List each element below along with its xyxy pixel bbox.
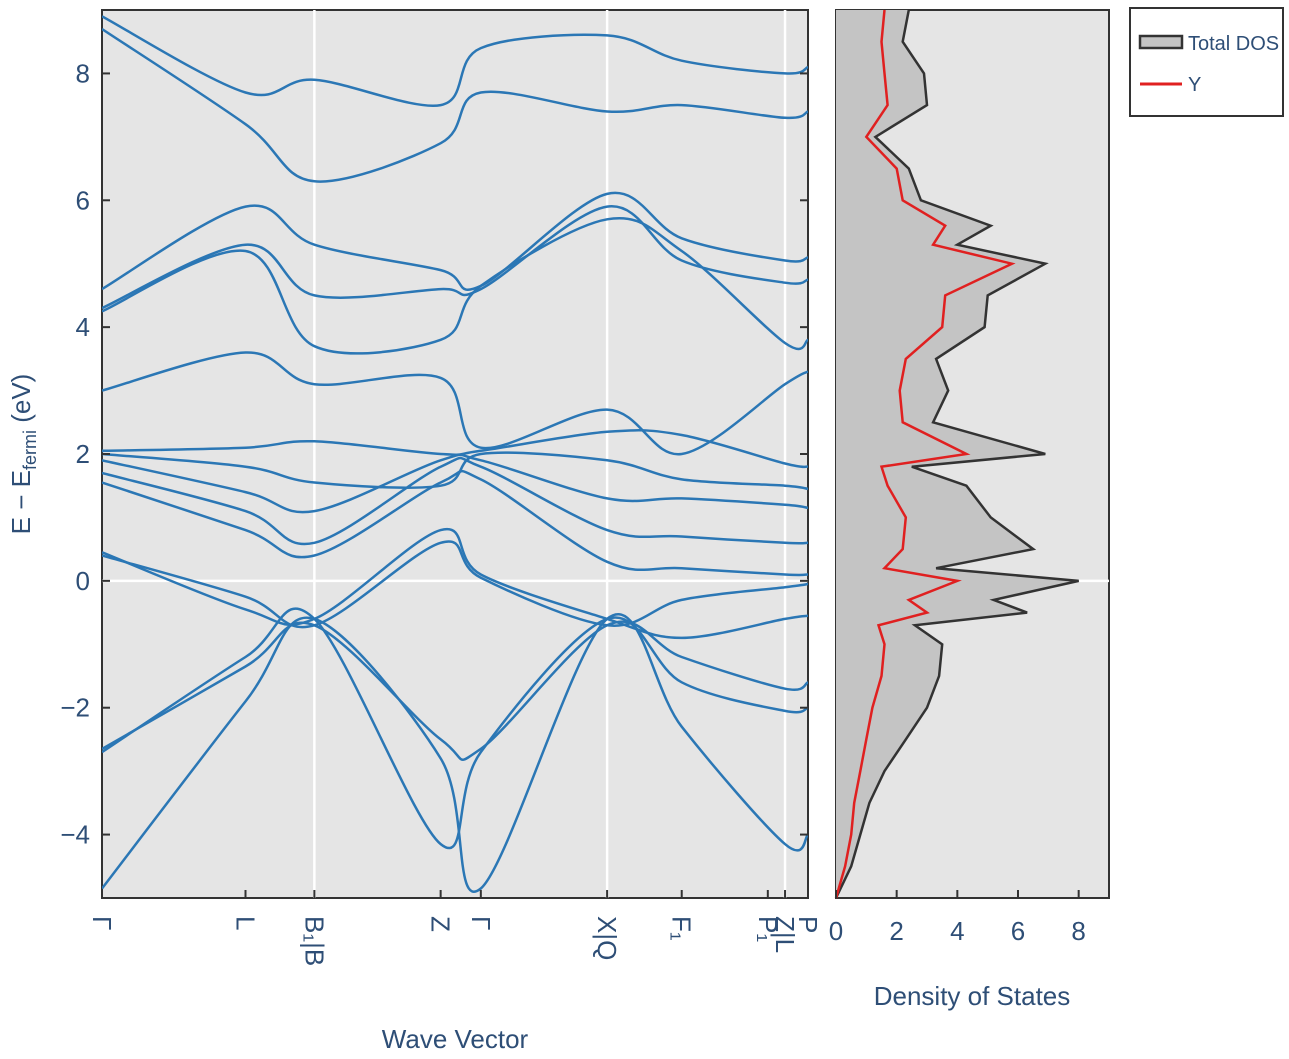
band-line-11 <box>102 216 808 355</box>
band-line-7 <box>102 453 808 514</box>
y-tick-label-4: 4 <box>76 312 90 342</box>
band-line-3 <box>102 527 808 640</box>
dos-panel: 0 2 4 6 8 Density of States <box>829 9 1110 1011</box>
dos-x-axis-title: Density of States <box>874 981 1071 1011</box>
legend: Total DOS Y <box>1129 7 1284 117</box>
dos-x-tick-label-3: 6 <box>1011 916 1025 946</box>
band-line-10 <box>102 351 808 456</box>
band-line-4 <box>102 540 808 629</box>
k-tick-label-1: L <box>230 916 260 930</box>
band-line-2 <box>102 620 808 761</box>
legend-label-y: Y <box>1188 74 1201 96</box>
band-line-0 <box>102 613 808 893</box>
y-title-sub: fermi <box>20 430 40 470</box>
band-line-5 <box>102 469 808 577</box>
k-tick-label-4: Γ <box>466 916 496 930</box>
band-y-ticks: −4 −2 0 2 4 6 8 <box>60 58 1109 850</box>
dos-x-tick-label-1: 2 <box>889 916 903 946</box>
total-dos-line <box>834 9 1079 899</box>
band-line-14 <box>102 27 808 183</box>
y-tick-label-3: 2 <box>76 439 90 469</box>
total-dos-fill <box>836 10 1079 898</box>
dos-x-tick-label-2: 4 <box>950 916 964 946</box>
band-line-8 <box>102 451 808 491</box>
band-k-ticks: Γ L B₁|B Z Γ X|Q F₁ P₁Z|LP <box>87 890 823 966</box>
band-line-15 <box>102 15 808 108</box>
k-tick-label-9: P <box>793 916 823 933</box>
y-dos-line <box>834 9 1016 899</box>
band-y-axis-title: E − Efermi (eV) <box>6 374 40 535</box>
k-tick-label-0: Γ <box>87 916 117 930</box>
y-tick-label-2: 0 <box>76 566 90 596</box>
band-line-13 <box>102 191 808 292</box>
band-line-9 <box>102 429 808 469</box>
y-tick-label-1: −2 <box>60 693 90 723</box>
band-line-12 <box>102 205 808 310</box>
y-title-unit: (eV) <box>6 374 36 430</box>
band-curves <box>102 15 808 893</box>
high-symmetry-lines <box>313 10 787 898</box>
dos-x-tick-label-4: 8 <box>1071 916 1085 946</box>
band-line-1 <box>102 607 808 850</box>
band-x-axis-title: Wave Vector <box>382 1024 529 1054</box>
k-tick-label-5: X|Q <box>592 916 622 960</box>
legend-box <box>1129 7 1284 117</box>
y-tick-label-6: 8 <box>76 58 90 88</box>
dos-x-ticks: 0 2 4 6 8 <box>829 890 1086 946</box>
band-line-6 <box>102 456 808 546</box>
legend-label-total-dos: Total DOS <box>1188 33 1279 55</box>
k-tick-label-3: Z <box>426 916 456 932</box>
y-tick-label-5: 6 <box>76 185 90 215</box>
k-tick-label-6: F₁ <box>667 916 697 941</box>
dos-x-tick-label-0: 0 <box>829 916 843 946</box>
k-tick-label-2: B₁|B <box>299 916 329 966</box>
y-title-main: E − E <box>6 470 36 534</box>
k-tick-label-7: P₁ <box>753 916 783 942</box>
y-tick-label-0: −4 <box>60 820 90 850</box>
k-tick-label-8: Z|L <box>770 916 800 953</box>
legend-swatch-total-dos <box>1138 34 1184 50</box>
